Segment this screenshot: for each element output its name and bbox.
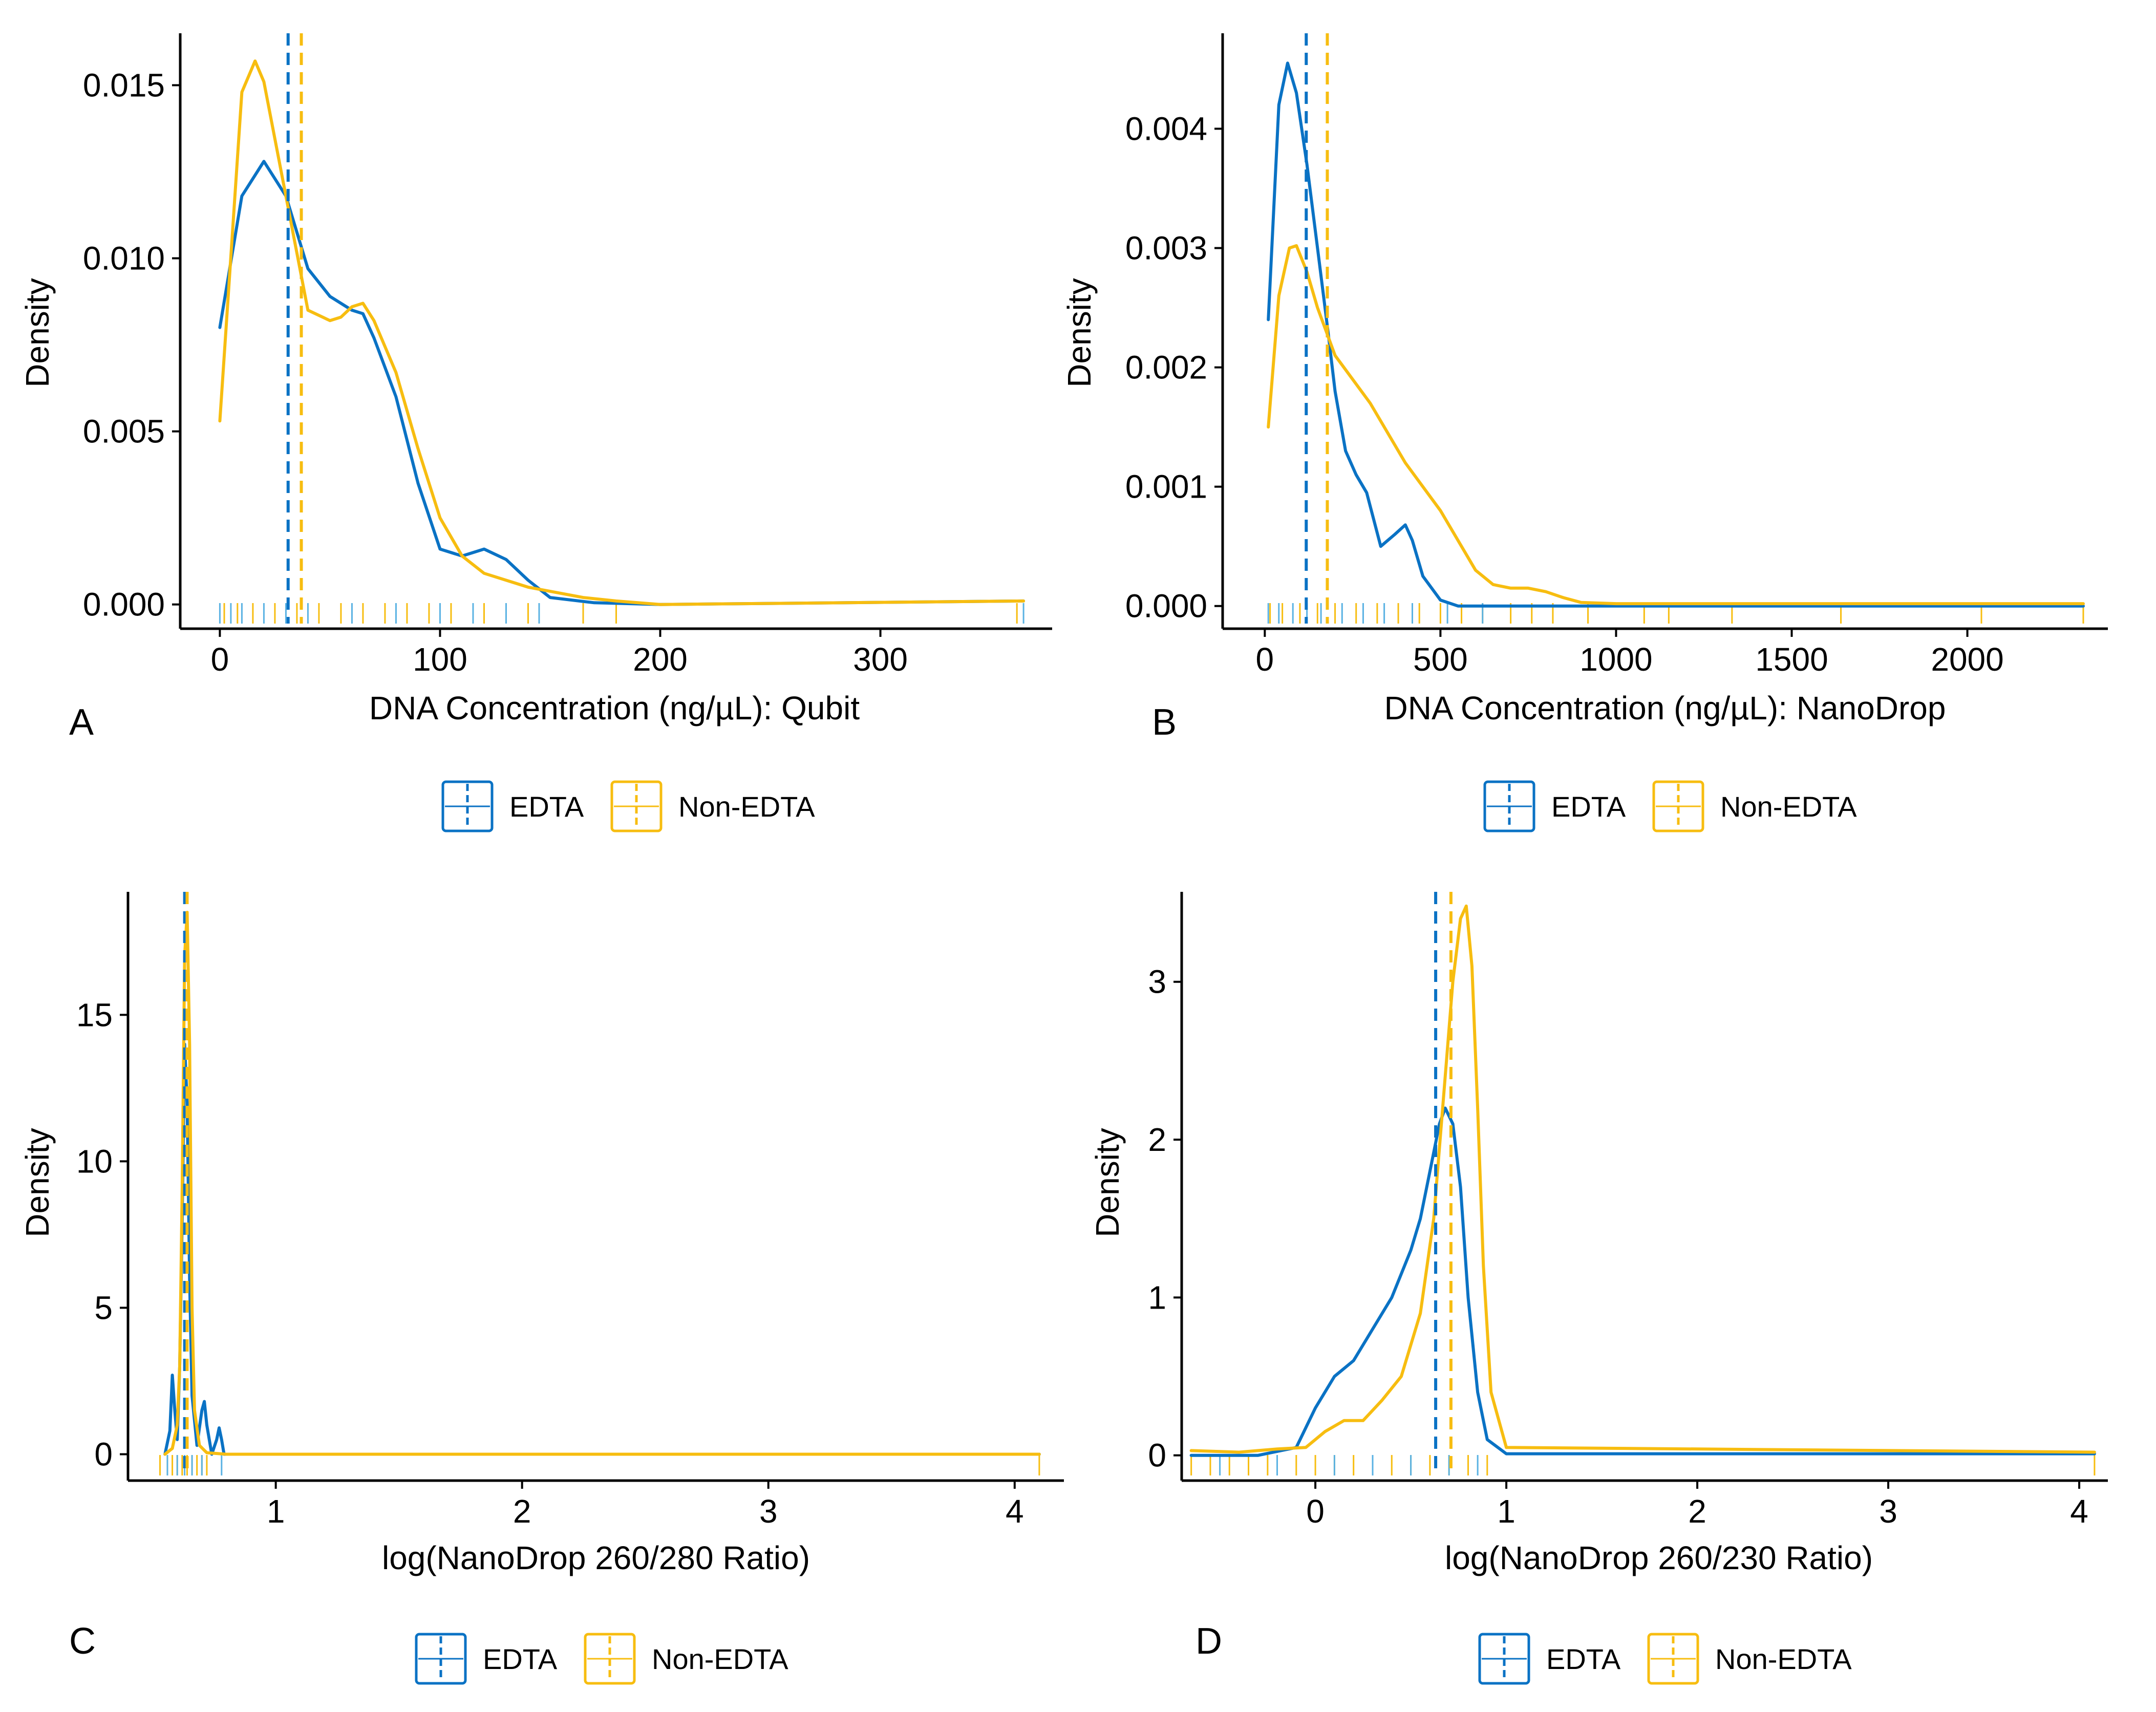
x-tick-label: 1 — [1497, 1493, 1515, 1530]
y-tick-label: 0.003 — [1125, 230, 1207, 267]
y-tick-label: 0.001 — [1125, 468, 1207, 505]
panel-letter: C — [69, 1621, 96, 1662]
legend-key-edta — [1478, 1633, 1530, 1685]
y-tick-label: 0.010 — [83, 240, 165, 277]
y-tick-label: 0.005 — [83, 413, 165, 450]
x-tick-label: 4 — [1006, 1493, 1024, 1530]
y-tick-label: 0.002 — [1125, 349, 1207, 386]
y-tick-label: 10 — [76, 1143, 113, 1180]
density-curve-edta — [163, 1042, 1041, 1456]
x-tick-label: 3 — [1879, 1493, 1897, 1530]
x-axis-title: log(NanoDrop 260/280 Ratio) — [382, 1539, 810, 1576]
x-tick-label: 0 — [211, 641, 229, 678]
y-tick-label: 15 — [76, 996, 113, 1033]
y-tick-label: 0.000 — [83, 586, 165, 623]
y-tick-label: 0 — [94, 1436, 113, 1473]
density-curve-edta — [1267, 61, 2085, 608]
y-axis-title: Density — [19, 1128, 56, 1237]
x-tick-label: 0 — [1306, 1493, 1325, 1530]
y-tick-label: 0.000 — [1125, 588, 1207, 625]
legend-label-non-edta: Non-EDTA — [1720, 790, 1857, 823]
x-axis-title: DNA Concentration (ng/µL): NanoDrop — [1384, 690, 1946, 726]
y-tick-label: 0.004 — [1125, 110, 1207, 147]
x-tick-label: 2 — [513, 1493, 531, 1530]
density-curve-edta — [218, 160, 1026, 606]
panel-letter: D — [1196, 1621, 1222, 1662]
panel-letter: A — [69, 702, 94, 743]
legend-label-non-edta: Non-EDTA — [1715, 1643, 1852, 1675]
x-tick-label: 1 — [267, 1493, 285, 1530]
x-tick-label: 300 — [853, 641, 908, 678]
legend-key-edta — [1483, 780, 1535, 832]
y-tick-label: 0 — [1148, 1437, 1166, 1474]
panel-letter: B — [1152, 702, 1177, 743]
x-tick-label: 1500 — [1755, 641, 1828, 678]
x-tick-label: 4 — [2070, 1493, 2088, 1530]
x-tick-label: 200 — [633, 641, 688, 678]
panel-a: 0 100 200 300 0.000 0.005 0.010 0.015 DNA Concen… — [19, 33, 1052, 832]
x-tick-label: 1000 — [1579, 641, 1652, 678]
y-tick-label: 2 — [1148, 1121, 1166, 1158]
legend-label-edta: EDTA — [509, 790, 584, 823]
x-tick-label: 2000 — [1931, 641, 2003, 678]
density-curve-non-edta — [1267, 244, 2085, 606]
y-tick-label: 1 — [1148, 1279, 1166, 1316]
x-tick-label: 100 — [413, 641, 467, 678]
legend-key-non-edta — [584, 1633, 636, 1685]
y-tick-label: 5 — [94, 1289, 113, 1326]
legend-label-edta: EDTA — [1546, 1643, 1621, 1675]
x-tick-label: 3 — [759, 1493, 778, 1530]
legend-label-edta: EDTA — [483, 1643, 558, 1675]
y-tick-label: 0.015 — [83, 67, 165, 103]
y-axis-title: Density — [19, 278, 56, 387]
density-curve-non-edta — [1189, 904, 2096, 1454]
x-tick-label: 2 — [1688, 1493, 1706, 1530]
legend-key-edta — [415, 1633, 467, 1685]
legend-label-edta: EDTA — [1551, 790, 1626, 823]
y-tick-label: 3 — [1148, 964, 1166, 1000]
panel-c: 1 2 3 4 0 5 10 15 log(NanoDrop 260/280 Ratio) Den… — [19, 892, 1064, 1685]
legend-key-non-edta — [1652, 780, 1704, 832]
y-axis-title: Density — [1089, 1128, 1126, 1237]
x-tick-label: 500 — [1413, 641, 1468, 678]
legend: EDTA Non-EDTA — [1478, 1633, 1852, 1685]
legend: EDTA Non-EDTA — [1483, 780, 1857, 832]
density-curve-non-edta — [218, 59, 1026, 606]
x-axis-title: DNA Concentration (ng/µL): Qubit — [369, 690, 860, 726]
legend-key-non-edta — [1647, 1633, 1699, 1685]
density-curve-edta — [1189, 1106, 2096, 1457]
y-axis-title: Density — [1061, 278, 1098, 387]
x-axis-title: log(NanoDrop 260/230 Ratio) — [1445, 1539, 1873, 1576]
legend: EDTA Non-EDTA — [441, 780, 815, 832]
legend-label-non-edta: Non-EDTA — [652, 1643, 788, 1675]
density-curve-non-edta — [163, 911, 1041, 1456]
x-tick-label: 0 — [1256, 641, 1274, 678]
legend-label-non-edta: Non-EDTA — [678, 790, 815, 823]
panel-b: 0 500 1000 1500 2000 0.000 0.001 0.002 0.003 0.00… — [1061, 33, 2108, 832]
legend-key-edta — [441, 780, 494, 832]
legend-key-non-edta — [610, 780, 663, 832]
legend: EDTA Non-EDTA — [415, 1633, 788, 1685]
